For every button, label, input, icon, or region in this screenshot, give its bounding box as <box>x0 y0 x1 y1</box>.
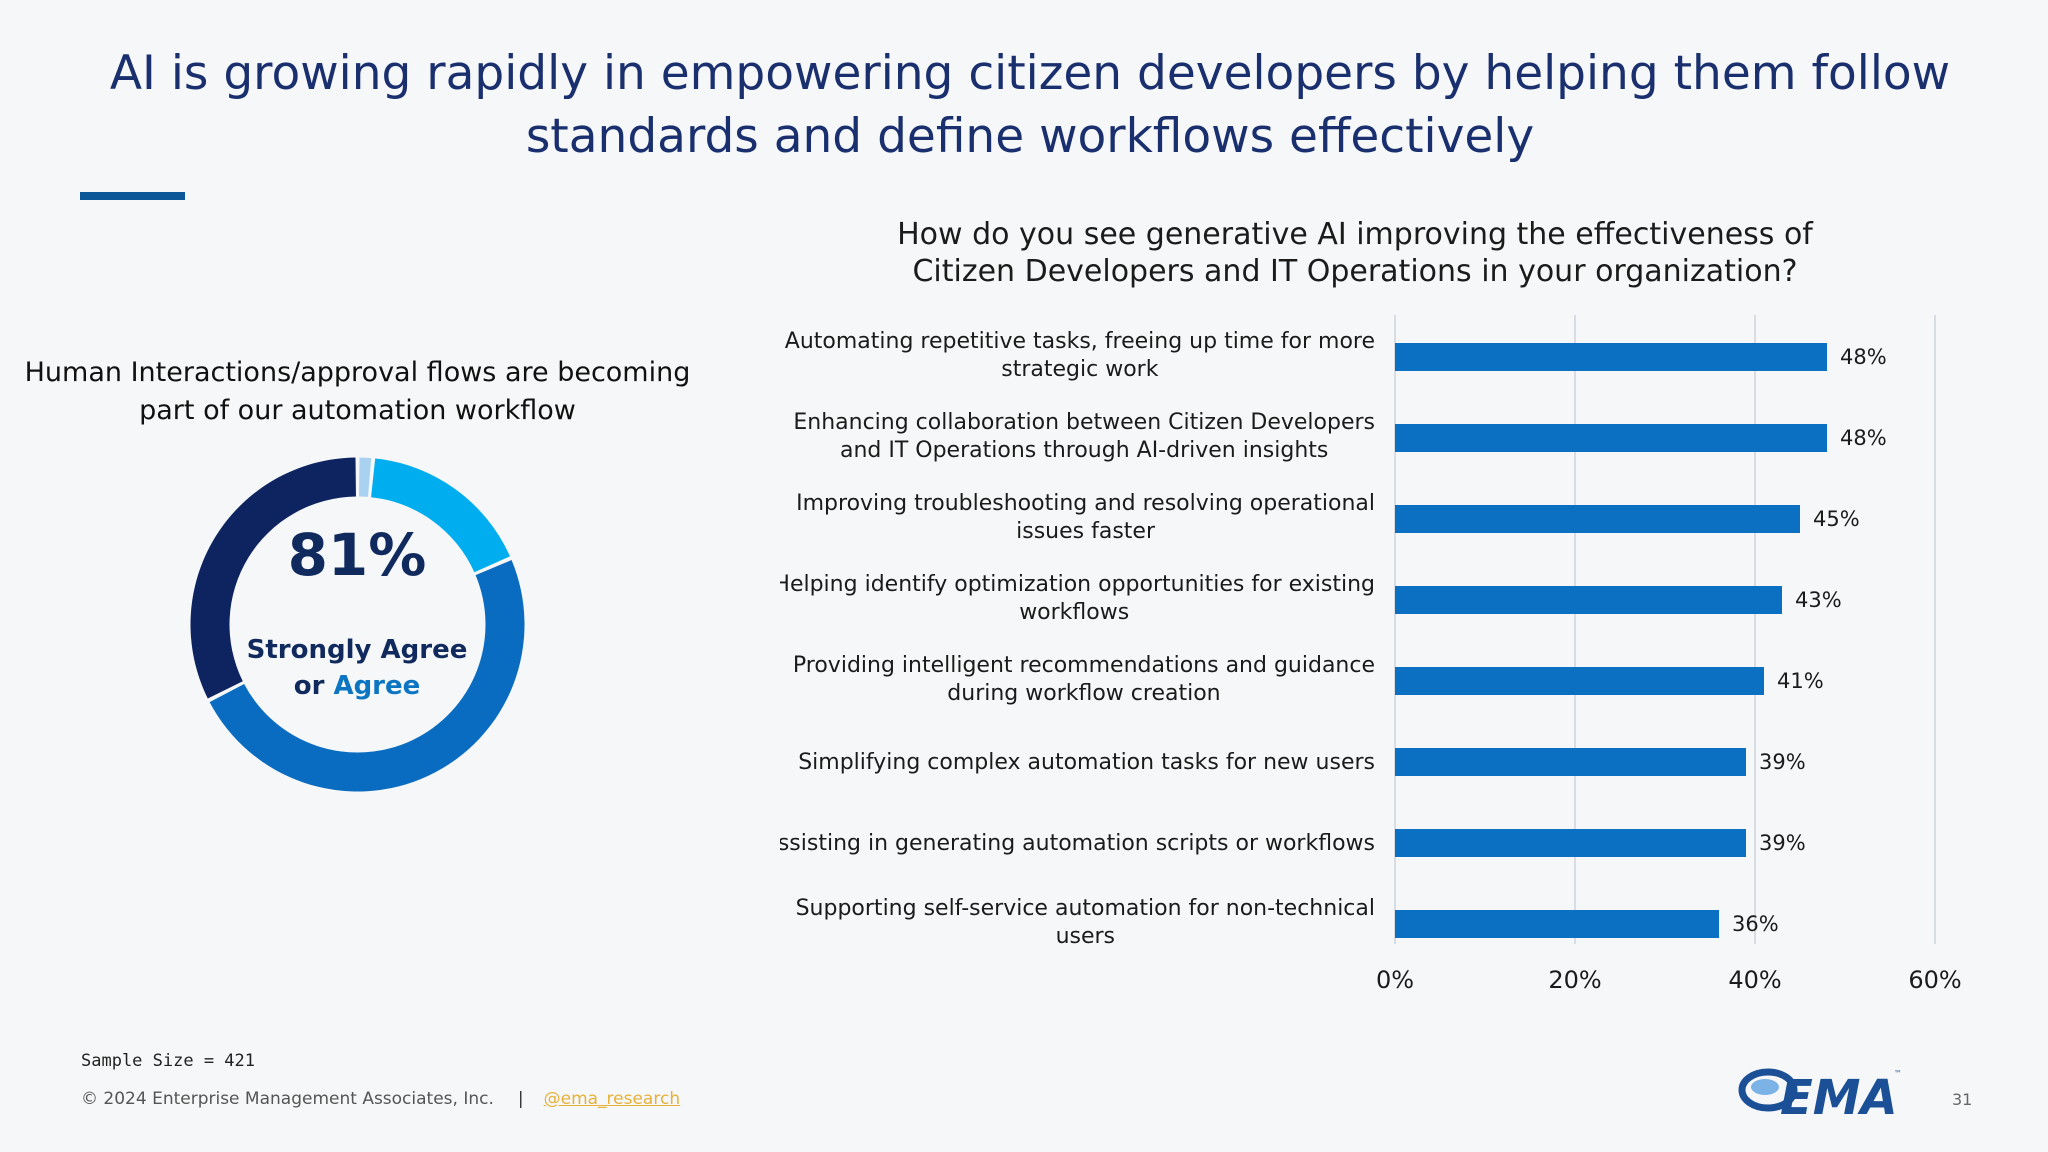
category-label: Supporting self-service automation for n… <box>796 896 1375 949</box>
bar <box>1395 424 1827 452</box>
category-label-line: Improving troubleshooting and resolving … <box>796 491 1375 516</box>
donut-slice-0 <box>359 457 372 497</box>
data-label: 48% <box>1840 345 1887 369</box>
page-number: 31 <box>1952 1090 1973 1109</box>
category-label-line: during workflow creation <box>947 681 1220 706</box>
bar <box>1395 505 1800 533</box>
donut-label-strongly-agree: Strongly Agree <box>246 635 468 665</box>
x-tick-label: 0% <box>1376 966 1414 994</box>
bar-chart-title-line-1: How do you see generative AI improving t… <box>897 217 1813 252</box>
category-label-line: Supporting self-service automation for n… <box>796 896 1375 921</box>
category-label-line: strategic work <box>1001 357 1158 382</box>
title-line-2: standards and define workflows effective… <box>525 109 1535 164</box>
category-label: Enhancing collaboration between Citizen … <box>793 410 1375 463</box>
category-label: Assisting in generating automation scrip… <box>780 831 1375 856</box>
donut-question: Human Interactions/approval flows are be… <box>20 354 695 430</box>
data-label: 45% <box>1813 507 1860 531</box>
donut-label-or: or <box>293 671 325 701</box>
bar <box>1395 910 1719 938</box>
category-label-line: workflows <box>1019 600 1129 625</box>
data-label: 48% <box>1840 426 1887 450</box>
footer: © 2024 Enterprise Management Associates,… <box>81 1089 680 1109</box>
category-label-line: Providing intelligent recommendations an… <box>793 653 1375 678</box>
category-label-line: users <box>1056 924 1115 949</box>
category-label: Simplifying complex automation tasks for… <box>798 750 1375 775</box>
bar-chart-title-line-2: Citizen Developers and IT Operations in … <box>912 254 1798 289</box>
category-label-line: Simplifying complex automation tasks for… <box>798 750 1375 775</box>
logo-text: EMA <box>1780 1070 1898 1122</box>
data-label: 43% <box>1795 588 1842 612</box>
data-label: 39% <box>1759 831 1806 855</box>
category-label: Helping identify optimization opportunit… <box>780 572 1375 625</box>
category-label: Automating repetitive tasks, freeing up … <box>785 329 1375 382</box>
title-accent-bar <box>80 192 185 200</box>
category-label-line: and IT Operations through AI-driven insi… <box>840 438 1328 463</box>
twitter-handle-link[interactable]: @ema_research <box>543 1089 681 1109</box>
donut-slice-2 <box>209 560 525 792</box>
category-label: Improving troubleshooting and resolving … <box>796 491 1375 544</box>
ema-logo: EMA ™ <box>1738 1068 1902 1122</box>
footer-separator: | <box>517 1089 524 1109</box>
x-tick-label: 60% <box>1908 966 1961 994</box>
donut-center-value: 81% <box>287 521 427 589</box>
donut-question-line-1: Human Interactions/approval flows are be… <box>24 357 691 388</box>
category-label-line: Enhancing collaboration between Citizen … <box>793 410 1375 435</box>
donut-slice-1 <box>371 458 510 573</box>
logo-swoosh-highlight <box>1751 1079 1779 1095</box>
donut-label-agree: Agree <box>333 671 421 701</box>
bar <box>1395 586 1782 614</box>
data-label: 41% <box>1777 669 1824 693</box>
bar-chart: 0% 20% 40% 60% 48% Automating repetitive task… <box>780 315 1962 994</box>
x-tick-label: 20% <box>1548 966 1601 994</box>
donut-center-label: Strongly Agree or Agree <box>207 632 507 704</box>
bar <box>1395 667 1764 695</box>
category-label-line: issues faster <box>1016 519 1156 544</box>
copyright: © 2024 Enterprise Management Associates,… <box>81 1089 494 1109</box>
donut-slice-3 <box>190 457 356 699</box>
category-label-line: Assisting in generating automation scrip… <box>780 831 1375 856</box>
title-line-1: AI is growing rapidly in empowering citi… <box>109 46 1951 101</box>
bar <box>1395 748 1746 776</box>
x-tick-label: 40% <box>1728 966 1781 994</box>
slide-title: AI is growing rapidly in empowering citi… <box>100 42 1960 168</box>
logo-trademark: ™ <box>1894 1069 1902 1078</box>
category-label: Providing intelligent recommendations an… <box>793 653 1375 706</box>
category-label-line: Automating repetitive tasks, freeing up … <box>785 329 1375 354</box>
donut-chart <box>190 457 525 792</box>
bar <box>1395 829 1746 857</box>
sample-size: Sample Size = 421 <box>81 1051 255 1071</box>
category-label-line: Helping identify optimization opportunit… <box>780 572 1375 597</box>
data-label: 36% <box>1732 912 1779 936</box>
donut-question-line-2: part of our automation workflow <box>139 395 576 426</box>
bar-chart-title: How do you see generative AI improving t… <box>800 216 1910 290</box>
bar <box>1395 343 1827 371</box>
data-label: 39% <box>1759 750 1806 774</box>
logo-swoosh <box>1738 1068 1798 1112</box>
